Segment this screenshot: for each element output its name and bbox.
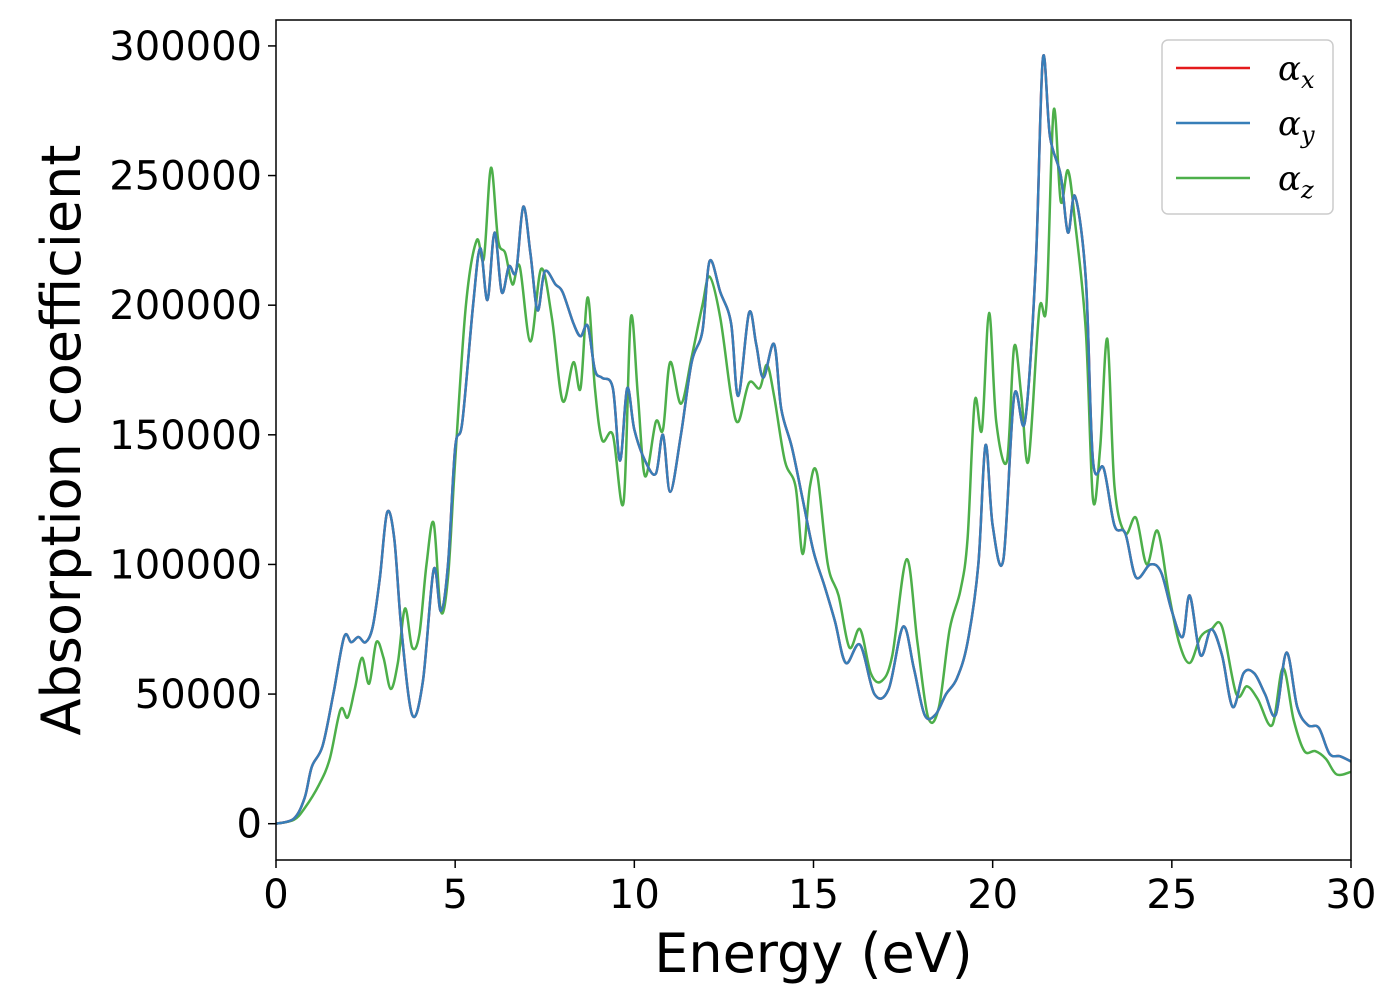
y-tick-label: 300000	[109, 24, 262, 70]
legend-label-symbol: α	[1278, 104, 1301, 144]
legend-label-alpha-y: αy	[1278, 104, 1315, 149]
x-tick-label: 25	[1146, 872, 1197, 918]
series-line-alpha-z	[276, 107, 1351, 825]
legend-label-alpha-x: αx	[1278, 49, 1315, 94]
y-axis-ticks: 0 50000 100000 150000 200000 250000 300000	[109, 24, 276, 848]
y-tick-label: 200000	[109, 283, 262, 329]
legend-box	[1161, 39, 1334, 215]
y-axis-title: Absorption coefficient	[30, 145, 93, 736]
x-tick-label: 5	[442, 872, 467, 918]
x-tick-label: 30	[1326, 872, 1377, 918]
legend-label-alpha-z: αz	[1278, 159, 1314, 204]
legend-label-subscript: z	[1300, 176, 1314, 204]
legend-label-subscript: y	[1300, 121, 1315, 149]
x-tick-label: 20	[967, 872, 1018, 918]
legend-label-symbol: α	[1278, 49, 1301, 89]
series-layer	[276, 54, 1351, 825]
y-tick-label: 250000	[109, 154, 262, 200]
x-tick-label: 0	[263, 872, 288, 918]
x-tick-label: 10	[609, 872, 660, 918]
legend-label-subscript: x	[1301, 66, 1315, 94]
axes-layer: 0 5 10 15 20 25 30 0 50000 100000 150000 200000 250…	[30, 19, 1376, 985]
x-axis-ticks: 0 5 10 15 20 25 30	[263, 860, 1376, 918]
x-axis-title: Energy (eV)	[654, 922, 973, 985]
series-line-alpha-y	[276, 54, 1351, 825]
y-tick-label: 50000	[135, 672, 262, 718]
y-tick-label: 0	[237, 802, 262, 848]
y-tick-label: 100000	[109, 542, 262, 588]
y-tick-label: 150000	[109, 413, 262, 459]
legend-label-symbol: α	[1278, 159, 1301, 199]
x-tick-label: 15	[788, 872, 839, 918]
